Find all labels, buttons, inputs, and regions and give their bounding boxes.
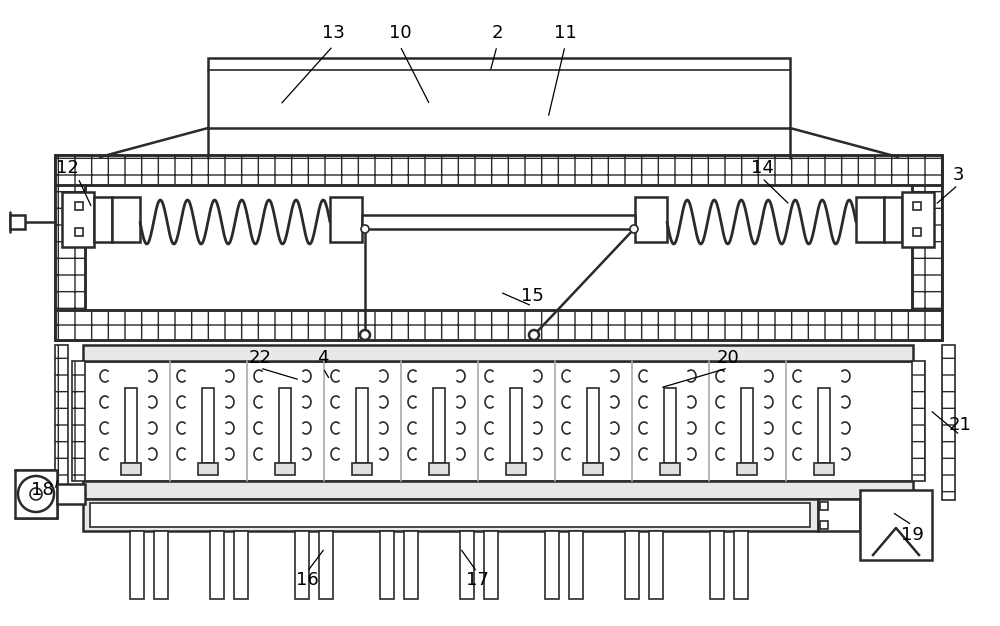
Bar [352,463,372,475]
Text: 18: 18 [31,481,53,499]
Bar [112,197,140,242]
Bar [83,345,913,361]
Bar [55,345,68,500]
Text: 10: 10 [389,24,411,42]
Bar [856,197,884,242]
Bar [913,228,921,236]
Bar [275,463,295,475]
Bar [913,202,921,210]
Bar [884,197,902,242]
Text: 2: 2 [491,24,503,42]
Bar [737,463,757,475]
Bar [90,503,810,527]
Text: 19: 19 [901,526,923,544]
Circle shape [361,225,369,233]
Polygon shape [873,528,919,555]
Bar [660,463,680,475]
Bar [814,463,834,475]
Bar [75,228,83,236]
Bar [125,388,137,463]
Bar [404,531,418,599]
Text: 4: 4 [317,349,329,367]
Text: 14: 14 [751,159,773,177]
Bar [429,463,449,475]
Bar [912,361,925,481]
Bar [860,490,932,560]
Bar [55,155,85,340]
Circle shape [529,330,539,340]
Bar [83,499,818,531]
Bar [569,531,583,599]
Bar [510,388,522,463]
Bar [57,484,85,504]
Bar [820,521,828,529]
Bar [380,531,394,599]
Bar [198,463,218,475]
Circle shape [360,330,370,340]
Bar [635,197,667,242]
Bar [15,470,57,518]
Bar [818,388,830,463]
Bar [583,463,603,475]
Bar [587,388,599,463]
Bar [10,215,25,229]
Bar [649,531,663,599]
Bar [710,531,724,599]
Bar [121,463,141,475]
Circle shape [18,476,54,512]
Bar [356,388,368,463]
Bar [741,388,753,463]
Bar [279,388,291,463]
Text: 21: 21 [949,416,971,434]
Text: 13: 13 [322,24,344,42]
Bar [484,531,498,599]
Text: 22: 22 [248,349,272,367]
Text: 16: 16 [296,571,318,589]
Bar [154,531,168,599]
Bar [545,531,559,599]
Bar [202,388,214,463]
Bar [902,192,934,247]
Bar [62,192,94,247]
Bar [734,531,748,599]
Bar [210,531,224,599]
Text: 15: 15 [521,287,543,305]
Bar [83,361,913,481]
Circle shape [630,225,638,233]
Bar [625,531,639,599]
Text: 20: 20 [717,349,739,367]
Bar [234,531,248,599]
Text: 11: 11 [554,24,576,42]
Circle shape [30,488,42,500]
Bar [460,531,474,599]
Bar [506,463,526,475]
Bar [94,197,112,242]
Bar [330,197,362,242]
Bar [912,155,942,340]
Bar [942,345,955,500]
Bar [820,502,828,510]
Bar [208,58,790,128]
Bar [295,531,309,599]
Bar [319,531,333,599]
Text: 17: 17 [466,571,488,589]
Bar [55,310,942,340]
Bar [55,155,942,185]
Text: 12: 12 [56,159,78,177]
Bar [75,202,83,210]
Bar [362,215,635,229]
Bar [130,531,144,599]
Bar [433,388,445,463]
Text: 3: 3 [952,166,964,184]
Bar [83,481,913,499]
Bar [72,361,85,481]
Bar [818,499,860,531]
Bar [664,388,676,463]
